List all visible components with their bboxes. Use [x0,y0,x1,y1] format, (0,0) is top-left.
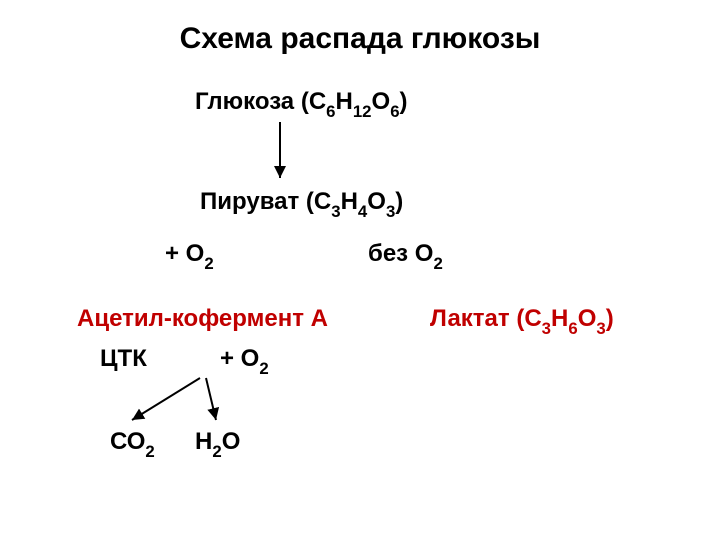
plus-o2-lower-label: + О2 [220,345,269,377]
with-o2-label: + О2 [165,240,214,272]
h2o-label: Н2О [195,428,240,460]
co2-label: СО2 [110,428,155,460]
tca-cycle-label: ЦТК [100,345,147,373]
lactate-label: Лактат (С3Н6О3) [430,305,614,337]
without-o2-label: без О2 [368,240,443,272]
pyruvate-label: Пируват (С3Н4О3) [200,188,403,220]
title-text: Схема распада глюкозы [180,22,541,55]
glucose-label: Глюкоза (С6Н12О6) [195,88,408,120]
arrow-glucose-pyruvate [0,0,720,540]
diagram-title: Схема распада глюкозы [0,22,720,56]
acetyl-coa-label: Ацетил-кофермент А [77,305,328,333]
